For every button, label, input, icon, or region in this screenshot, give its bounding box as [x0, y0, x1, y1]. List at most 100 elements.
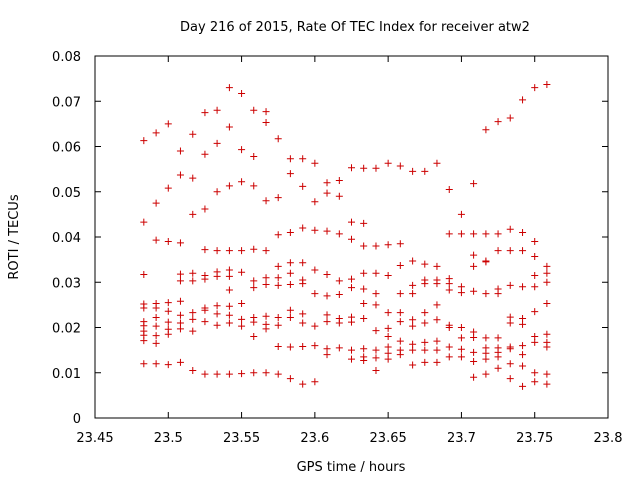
data-point	[384, 241, 392, 249]
data-point	[189, 366, 197, 374]
data-point	[531, 308, 539, 316]
data-point	[323, 292, 331, 300]
data-point	[470, 357, 478, 365]
data-point	[348, 164, 355, 172]
data-point	[225, 84, 233, 92]
data-point	[213, 247, 221, 255]
y-tick-label: 0.04	[52, 231, 81, 246]
data-point	[140, 304, 148, 312]
y-tick-label: 0.02	[52, 322, 81, 337]
x-tick-label: 23.7	[447, 431, 476, 446]
data-point	[299, 380, 307, 388]
data-point	[506, 360, 514, 368]
data-point	[335, 176, 343, 184]
data-point	[409, 361, 417, 369]
data-point	[250, 318, 258, 326]
data-point	[470, 373, 478, 381]
data-point	[225, 370, 233, 378]
data-point	[189, 210, 197, 218]
data-point	[482, 126, 490, 134]
data-point	[189, 269, 197, 277]
x-tick-label: 23.45	[76, 431, 113, 446]
data-point	[250, 284, 258, 292]
data-point	[140, 137, 148, 145]
data-point	[250, 245, 258, 253]
data-point	[360, 357, 368, 365]
data-point	[201, 306, 209, 314]
data-point	[225, 286, 233, 294]
data-point	[140, 360, 148, 368]
data-point	[299, 182, 307, 190]
x-tick-label: 23.55	[223, 431, 260, 446]
data-point	[360, 219, 368, 227]
data-point	[311, 342, 319, 350]
data-point	[164, 238, 172, 246]
data-point	[311, 198, 319, 206]
data-point	[445, 280, 453, 288]
data-point	[421, 346, 429, 354]
data-point	[164, 120, 172, 128]
data-point	[482, 290, 490, 298]
data-point	[262, 281, 270, 289]
data-point	[494, 364, 502, 372]
data-point	[494, 290, 502, 298]
data-point	[176, 358, 184, 366]
data-point	[543, 81, 551, 89]
data-point	[323, 271, 331, 279]
data-point	[286, 228, 294, 236]
data-point	[323, 179, 331, 187]
data-point	[250, 152, 258, 160]
data-point	[213, 188, 221, 196]
data-point	[531, 338, 539, 346]
data-point	[360, 164, 368, 172]
data-point	[140, 337, 148, 345]
data-point	[457, 353, 465, 361]
chart-title: Day 216 of 2015, Rate Of TEC Index for r…	[180, 20, 530, 35]
data-point	[519, 314, 527, 322]
data-point	[323, 345, 331, 353]
data-point	[238, 146, 246, 154]
data-point	[372, 366, 380, 374]
data-point	[335, 230, 343, 238]
data-point	[323, 351, 331, 359]
data-point	[457, 283, 465, 291]
data-point	[421, 338, 429, 346]
data-point	[482, 355, 490, 363]
data-point	[164, 299, 172, 307]
data-point	[225, 302, 233, 310]
data-point	[348, 355, 355, 363]
data-point	[384, 324, 392, 332]
data-point	[421, 260, 429, 268]
data-point	[494, 353, 502, 361]
data-point	[433, 280, 441, 288]
data-point	[274, 321, 282, 329]
data-point	[286, 306, 294, 314]
data-point	[311, 266, 319, 274]
y-tick-label: 0.07	[52, 95, 81, 110]
data-point	[348, 218, 355, 226]
data-point	[506, 114, 514, 122]
data-point	[519, 283, 527, 291]
data-point	[274, 231, 282, 239]
data-point	[519, 382, 527, 390]
data-point	[445, 230, 453, 238]
y-tick-label: 0.08	[52, 50, 81, 65]
data-point	[494, 230, 502, 238]
data-point	[213, 272, 221, 280]
data-point	[519, 96, 527, 104]
data-point	[348, 275, 355, 283]
data-point	[384, 271, 392, 279]
data-point	[433, 159, 441, 167]
data-point	[519, 247, 527, 255]
data-point	[176, 171, 184, 179]
data-point	[506, 345, 514, 353]
data-point	[274, 135, 282, 143]
data-point	[189, 174, 197, 182]
data-point	[225, 182, 233, 190]
data-point	[201, 150, 209, 158]
data-point	[457, 324, 465, 331]
data-point	[323, 318, 331, 326]
data-point	[482, 370, 490, 378]
y-axis-label: ROTI / TECUs	[7, 194, 22, 279]
data-point	[506, 281, 514, 289]
